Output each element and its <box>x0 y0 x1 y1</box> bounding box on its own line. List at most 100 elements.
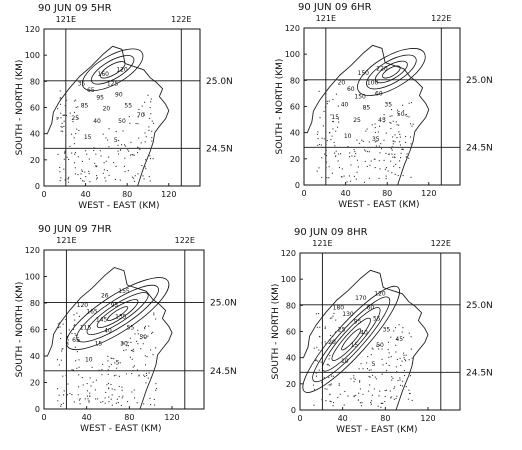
rainfall-value: 220 <box>376 65 388 72</box>
rainfall-value: 95 <box>96 95 104 102</box>
y-tick-label: 60 <box>30 104 40 113</box>
panel-title: 90 JUN 09 7HR <box>38 224 112 235</box>
rainfall-value: 95 <box>354 319 362 326</box>
x-tick-label: 0 <box>41 190 46 199</box>
y-tick-label: 40 <box>286 354 296 363</box>
rainfall-value: 15 <box>84 134 92 141</box>
rainfall-value: 150 <box>358 70 370 77</box>
rainfall-value: 125 <box>107 81 119 88</box>
x-tick-label: 120 <box>421 189 436 198</box>
y-tick-label: 100 <box>25 273 40 282</box>
latitude-label-25n: 25.0N <box>466 301 493 311</box>
y-tick-label: 80 <box>290 76 300 85</box>
longitude-label-121e: 121E <box>316 14 336 23</box>
x-tick-label: 40 <box>81 190 91 199</box>
latitude-label-25n: 25.0N <box>210 298 237 308</box>
rainfall-value: 5 <box>116 359 120 366</box>
y-tick-label: 120 <box>25 246 40 255</box>
rainfall-value: 40 <box>104 328 112 335</box>
rainfall-value: 45 <box>378 117 386 124</box>
latitude-label-25n: 25.0N <box>466 76 493 86</box>
rainfall-value: 15 <box>351 342 359 349</box>
rainfall-value: 50 <box>139 334 147 341</box>
rainfall-value: 55 <box>124 103 132 110</box>
map-frame <box>43 249 205 410</box>
rainfall-value: 40 <box>341 102 349 109</box>
y-tick-label: 120 <box>281 249 296 258</box>
rainfall-contour <box>86 292 149 336</box>
x-axis-label: WEST - EAST (KM) <box>78 201 159 211</box>
longitude-label-121e: 121E <box>312 239 332 248</box>
y-tick-label: 80 <box>30 299 40 308</box>
rainfall-contour <box>374 60 408 84</box>
rainfall-contour <box>99 61 126 79</box>
rainfall-value: 85 <box>81 103 89 110</box>
rainfall-contour <box>341 328 362 351</box>
rainfall-value: 60 <box>367 305 375 312</box>
y-axis-label: SOUTH - NORTH (KM) <box>271 284 281 380</box>
longitude-label-122e: 122E <box>175 236 195 245</box>
rainfall-value: 25 <box>338 327 346 334</box>
rainfall-value: 60 <box>375 91 383 98</box>
y-tick-label: 100 <box>285 50 300 59</box>
rainfall-value: 145 <box>96 317 108 324</box>
rainfall-value: 15 <box>331 114 339 121</box>
rainfall-value: 160 <box>98 71 110 78</box>
x-tick-label: 80 <box>124 413 134 422</box>
rainfall-value: 165 <box>86 309 98 316</box>
y-axis-label: SOUTH - NORTH (KM) <box>275 59 285 155</box>
rainfall-value: 20 <box>328 339 336 346</box>
latitude-label-24-5n: 24.5N <box>206 144 233 154</box>
rainfall-value: 50 <box>118 118 126 125</box>
rainfall-value: 5 <box>114 137 118 144</box>
rainfall-value: 50 <box>397 111 405 118</box>
y-tick-label: 20 <box>30 156 40 165</box>
x-tick-label: 0 <box>297 414 302 423</box>
rainfall-value: 20 <box>103 106 111 113</box>
latitude-label-25n: 25.0N <box>206 77 233 87</box>
y-tick-label: 80 <box>286 301 296 310</box>
rainfall-value: 85 <box>363 105 371 112</box>
x-axis-label: WEST - EAST (KM) <box>338 200 419 210</box>
y-tick-label: 60 <box>286 328 296 337</box>
map-frame <box>303 27 461 186</box>
rainfall-contour <box>302 285 400 393</box>
rainfall-contour <box>90 55 135 85</box>
x-tick-label: 120 <box>161 190 176 199</box>
rainfall-value: 40 <box>93 118 101 125</box>
rainfall-value: 90 <box>115 92 123 99</box>
rainfall-value: 50 <box>376 342 384 349</box>
map-frame <box>299 252 461 411</box>
y-tick-label: 20 <box>30 379 40 388</box>
rainfall-contour <box>321 307 381 372</box>
x-tick-label: 40 <box>341 189 351 198</box>
rainfall-value: 115 <box>80 325 92 332</box>
rainfall-value: 35 <box>383 327 391 334</box>
x-tick-label: 0 <box>41 413 46 422</box>
latitude-label-24-5n: 24.5N <box>210 367 237 377</box>
y-tick-label: 40 <box>290 129 300 138</box>
y-tick-label: 60 <box>290 103 300 112</box>
rainfall-value: 55 <box>373 316 381 323</box>
y-tick-label: 60 <box>30 326 40 335</box>
rainfall-value: 25 <box>71 115 79 122</box>
rainfall-value: 135 <box>115 313 127 320</box>
rainfall-value: 65 <box>87 87 95 94</box>
x-axis-label: WEST - EAST (KM) <box>80 424 161 434</box>
rainfall-value: 35 <box>78 81 86 88</box>
y-tick-label: 80 <box>30 77 40 86</box>
coastline <box>302 269 429 411</box>
rainfall-value: 15 <box>95 340 103 347</box>
x-tick-label: 40 <box>82 413 92 422</box>
longitude-label-122e: 122E <box>431 14 451 23</box>
rainfall-value: 40 <box>360 330 368 337</box>
rainfall-value: 10 <box>344 133 352 140</box>
rainfall-value: 55 <box>127 325 135 332</box>
x-tick-label: 120 <box>164 413 179 422</box>
coastline <box>306 44 430 186</box>
y-tick-label: 0 <box>291 406 296 415</box>
rainfall-value: 120 <box>116 66 128 73</box>
